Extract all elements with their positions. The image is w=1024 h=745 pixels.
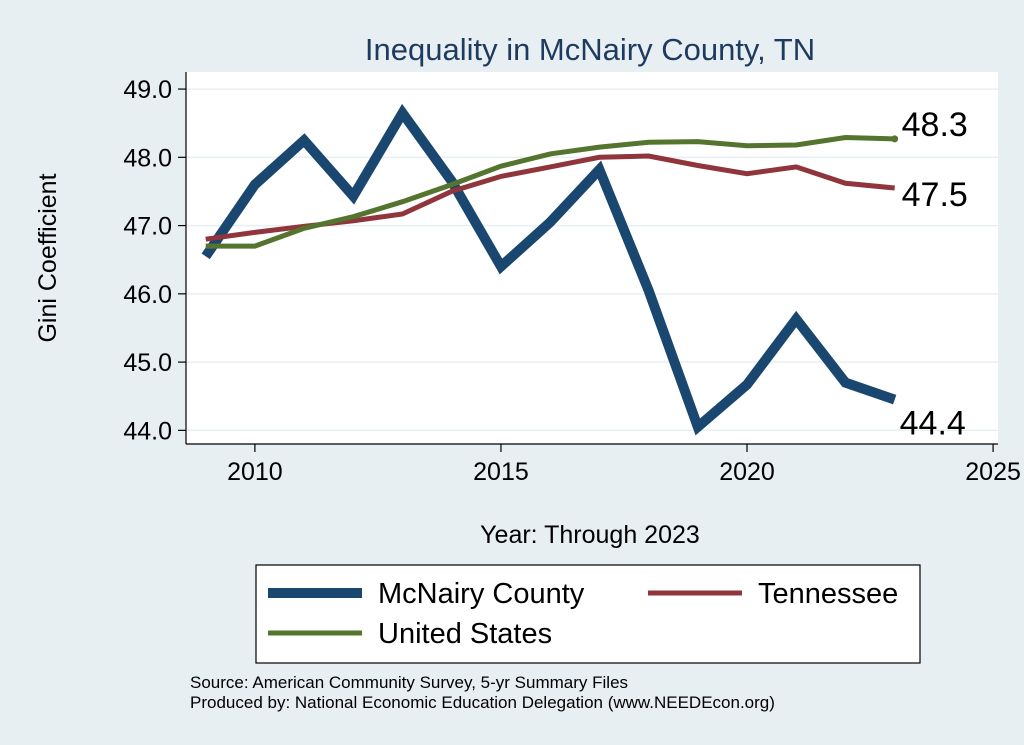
y-tick-label: 49.0 bbox=[123, 76, 172, 104]
series-end-marker-united-states bbox=[891, 135, 899, 143]
source-line-1: Source: American Community Survey, 5-yr … bbox=[190, 673, 628, 692]
legend-label-mcnairy: McNairy County bbox=[378, 578, 585, 610]
series-lines bbox=[201, 103, 899, 436]
x-tick-label: 2020 bbox=[719, 458, 775, 486]
source-line-2: Produced by: National Economic Education… bbox=[190, 693, 775, 712]
legend-box bbox=[255, 564, 921, 664]
plot-area bbox=[186, 72, 998, 444]
x-tick-label: 2015 bbox=[473, 458, 529, 486]
y-tick-label: 48.0 bbox=[123, 144, 172, 172]
chart-title: Inequality in McNairy County, TN bbox=[365, 32, 815, 67]
y-tick-label: 44.0 bbox=[123, 417, 172, 445]
x-tick-label: 2010 bbox=[227, 458, 283, 486]
y-tick-label: 45.0 bbox=[123, 349, 172, 377]
end-label-tennessee: 47.5 bbox=[902, 176, 968, 214]
legend-label-us: United States bbox=[378, 618, 552, 650]
end-label-united-states: 48.3 bbox=[902, 106, 968, 144]
legend-label-tennessee: Tennessee bbox=[758, 578, 898, 610]
series-line-united-states bbox=[205, 134, 895, 249]
end-label-mcnairy-county: 44.4 bbox=[900, 405, 966, 443]
end-labels: 44.4 47.5 48.3 bbox=[900, 106, 968, 443]
x-tick-label: 2025 bbox=[965, 458, 1021, 486]
legend: McNairy County Tennessee United States bbox=[255, 564, 921, 664]
y-axis-label: Gini Coefficient bbox=[34, 173, 62, 342]
x-axis-label: Year: Through 2023 bbox=[480, 521, 700, 549]
y-tick-label: 46.0 bbox=[123, 281, 172, 309]
series-line-mcnairy-county bbox=[201, 103, 897, 436]
y-tick-label: 47.0 bbox=[123, 213, 172, 241]
axes: 44.0 45.0 46.0 47.0 48.0 49.0 2010 2015 2020 2025 bbox=[123, 72, 1021, 486]
